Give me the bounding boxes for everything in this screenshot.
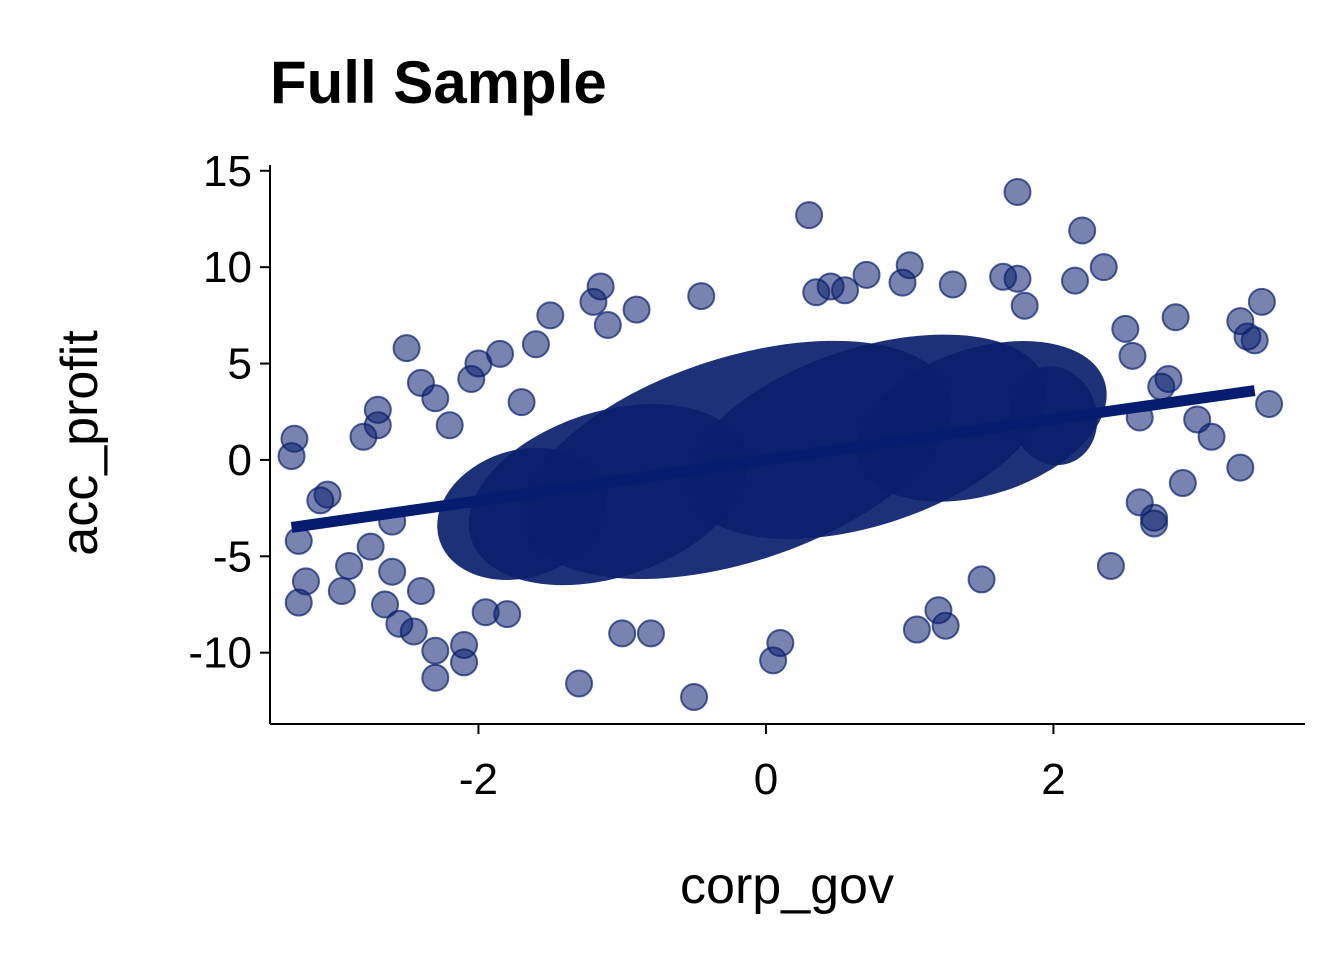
data-point: [1140, 509, 1169, 538]
data-point: [421, 663, 450, 692]
y-tick-label: -5: [213, 532, 252, 581]
data-point: [1118, 341, 1147, 370]
data-point: [1197, 422, 1226, 451]
data-point: [1111, 314, 1140, 343]
data-point: [895, 251, 924, 280]
x-tick-label: -2: [459, 755, 498, 804]
data-point: [1240, 326, 1269, 355]
data-point: [680, 683, 709, 712]
chart-title: Full Sample: [270, 49, 607, 116]
data-point: [1096, 551, 1125, 580]
data-point: [406, 576, 435, 605]
scatter-points: [277, 177, 1284, 712]
y-tick-label: 10: [203, 243, 252, 292]
data-point: [536, 301, 565, 330]
y-tick-label: 15: [203, 147, 252, 196]
data-point: [450, 630, 479, 659]
cloud-core-4: [437, 447, 606, 581]
data-point: [1068, 216, 1097, 245]
data-point: [1168, 469, 1197, 498]
data-point: [399, 617, 428, 646]
data-point: [1255, 390, 1284, 419]
data-point: [1003, 264, 1032, 293]
data-point: [766, 629, 795, 658]
y-axis-label: acc_profit: [51, 330, 109, 556]
data-point: [421, 384, 450, 413]
data-point: [378, 557, 407, 586]
regression-line-group: [290, 385, 1256, 533]
data-point: [493, 600, 522, 629]
y-tick-label: 0: [228, 436, 252, 485]
x-tick-label: 0: [754, 755, 778, 804]
data-point: [1247, 287, 1276, 316]
axes: [269, 165, 1305, 725]
data-point: [363, 411, 392, 440]
data-point: [291, 567, 320, 596]
data-point: [1010, 291, 1039, 320]
data-point: [335, 551, 364, 580]
x-ticks: -2 0 2: [459, 724, 1066, 804]
x-axis-label: corp_gov: [680, 857, 894, 915]
data-point: [1226, 453, 1255, 482]
data-point: [1089, 253, 1118, 282]
data-point: [687, 282, 716, 311]
data-point: [924, 596, 953, 625]
data-point: [356, 532, 385, 561]
data-point: [1154, 364, 1183, 393]
data-point: [967, 565, 996, 594]
data-point: [852, 260, 881, 289]
data-point: [521, 330, 550, 359]
data-point: [280, 424, 309, 453]
data-point: [586, 272, 615, 301]
data-point: [327, 576, 356, 605]
data-point: [1161, 303, 1190, 332]
data-point: [565, 669, 594, 698]
data-point: [902, 615, 931, 644]
y-tick-label: 5: [228, 340, 252, 389]
data-point: [622, 295, 651, 324]
x-tick-label: 2: [1041, 755, 1065, 804]
data-point: [795, 201, 824, 230]
data-point: [507, 388, 536, 417]
data-point: [392, 334, 421, 363]
data-point: [435, 411, 464, 440]
data-point: [608, 619, 637, 648]
data-point: [421, 636, 450, 665]
data-point: [371, 590, 399, 619]
data-point: [831, 276, 859, 305]
point-cloud: [437, 334, 1107, 586]
regression-line: [290, 385, 1256, 533]
data-point: [636, 619, 665, 648]
data-point: [1061, 266, 1089, 295]
data-point: [486, 339, 514, 368]
data-point: [938, 270, 967, 299]
y-tick-label: -10: [188, 629, 252, 678]
y-ticks: -10 -5 0 5 10 15: [188, 147, 270, 678]
data-point: [1003, 177, 1032, 206]
data-point: [313, 480, 342, 509]
data-point: [593, 310, 622, 339]
